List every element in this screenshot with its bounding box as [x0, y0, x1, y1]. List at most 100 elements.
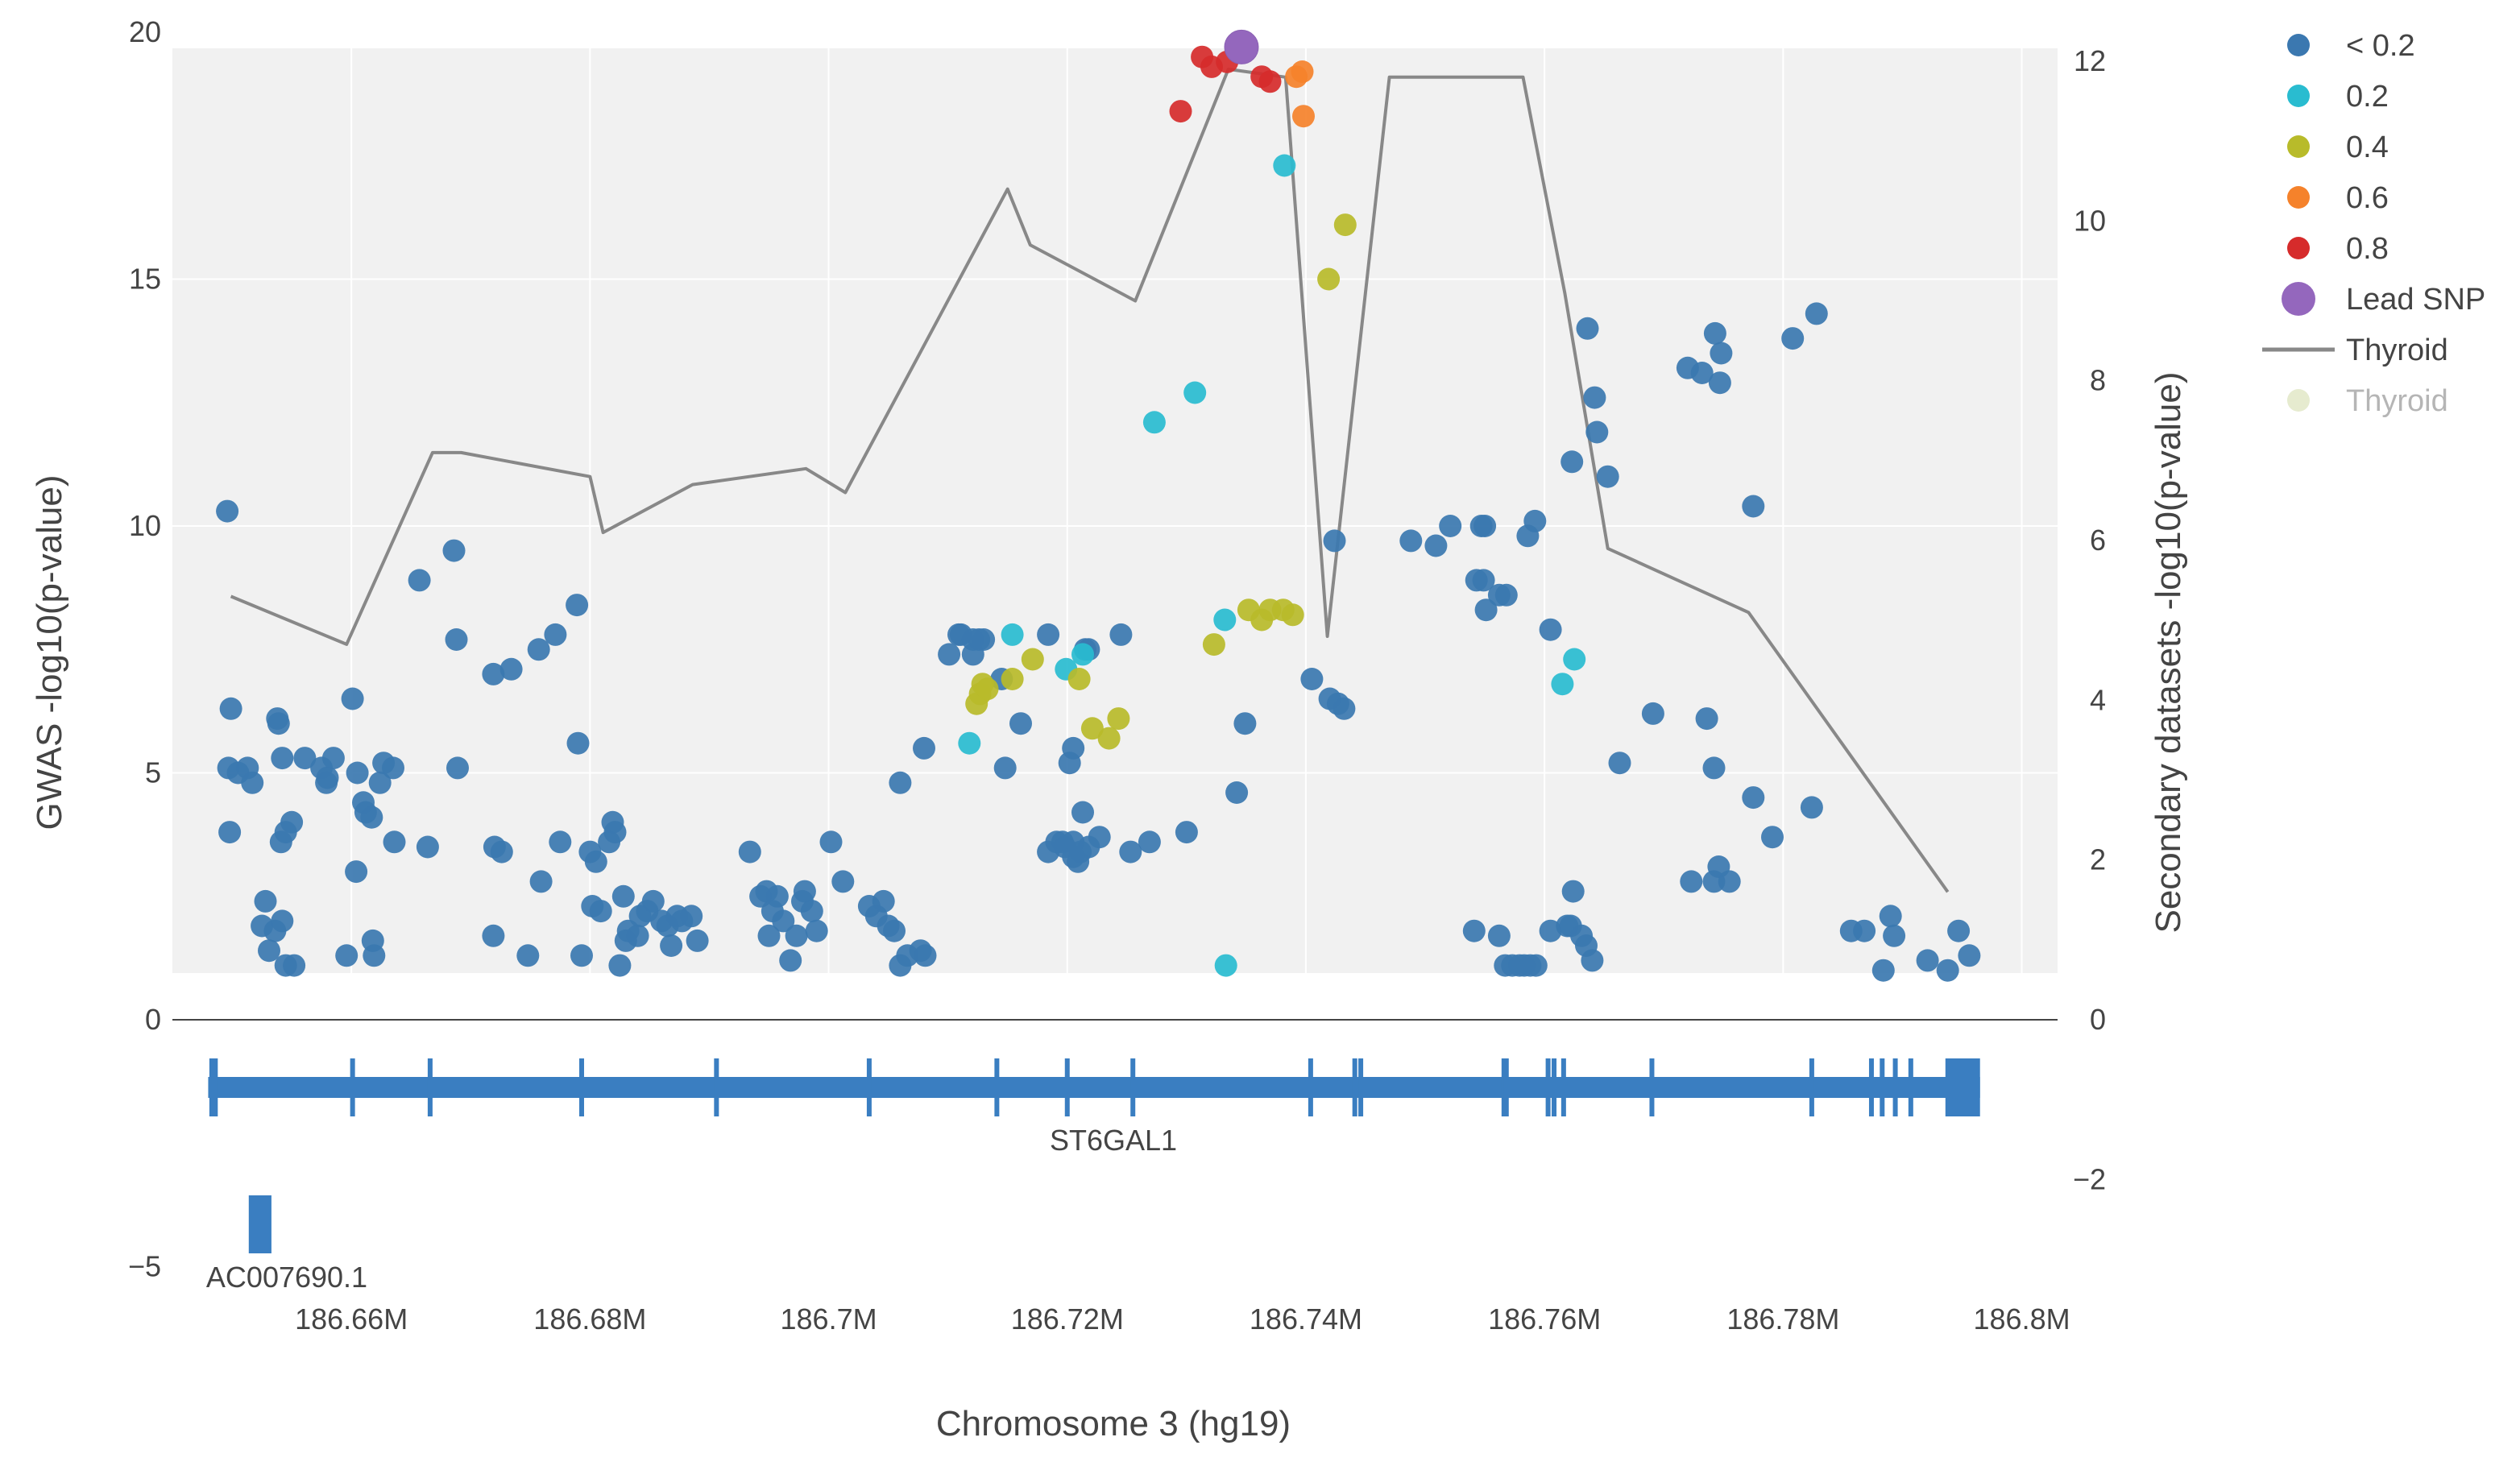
- point-lt-0-2-189: [1680, 870, 1703, 893]
- point-lt-0-2-43: [482, 662, 505, 685]
- exon-st6gal1-15: [1545, 1058, 1551, 1116]
- point-lt-0-2-112: [993, 756, 1017, 780]
- point-lt-0-2-70: [641, 889, 665, 913]
- point-lt-0-2-62: [603, 821, 627, 844]
- point-lt-0-2-104: [938, 643, 961, 666]
- point-lt-0-2-20: [280, 810, 304, 834]
- exon-st6gal1-16: [1552, 1058, 1557, 1116]
- point-0-2-7: [1214, 954, 1237, 977]
- point-0-2-0: [1142, 411, 1166, 434]
- point-lt-0-2-25: [341, 687, 364, 710]
- point-lt-0-2-32: [382, 756, 404, 780]
- point-lt-0-2-199: [1936, 959, 1959, 982]
- point-lt-0-2-182: [1702, 756, 1726, 780]
- point-lt-0-2-200: [1947, 919, 1971, 942]
- point-lt-0-2-177: [1690, 362, 1714, 384]
- point-lt-0-2-40: [445, 628, 468, 651]
- exon-st6gal1-19: [1809, 1058, 1814, 1116]
- y2-tick-label-2: 8: [2090, 364, 2106, 397]
- point-lt-0-2-90: [805, 919, 828, 942]
- point-lt-0-2-59: [589, 900, 612, 923]
- y2-tick-label-5: 2: [2090, 843, 2106, 876]
- point-lt-0-2-26: [346, 761, 369, 785]
- point-lt-0-2-6: [218, 821, 242, 844]
- exon-st6gal1-7: [994, 1058, 1000, 1116]
- axes: 186.66M 186.68M 186.7M 186.72M 186.74M 186.76…: [128, 15, 2106, 1336]
- point-lt-0-2-117: [1071, 801, 1094, 824]
- point-lead-snp-0: [1224, 29, 1259, 64]
- point-lt-0-2-103: [913, 736, 935, 760]
- exon-st6gal1-23: [1908, 1058, 1913, 1116]
- legend-item-7-swatch: [2287, 389, 2310, 412]
- gridlines: [172, 31, 2058, 1321]
- point-lt-0-2-33: [345, 860, 368, 884]
- point-lt-0-2-67: [626, 924, 649, 947]
- legend-item-5-swatch: [2282, 282, 2315, 316]
- point-lt-0-2-169: [1560, 450, 1584, 474]
- gene-label-st6gal1: ST6GAL1: [1050, 1124, 1177, 1157]
- x-tick-label-0: 186.66M: [295, 1302, 408, 1336]
- point-lt-0-2-84: [772, 909, 795, 933]
- exon-st6gal1-17: [1560, 1058, 1566, 1116]
- thyroid-line-series: [230, 67, 1950, 893]
- point-lt-0-2-110: [961, 643, 984, 666]
- point-lt-0-2-184: [1742, 786, 1765, 810]
- legend[interactable]: < 0.2 0.2 0.4 0.6 0.8 Lead SNP Thyroid Thyroid: [2262, 29, 2485, 418]
- gene-body-st6gal1: [208, 1077, 1980, 1098]
- point-lt-0-2-150: [1494, 583, 1518, 607]
- y-tick-label-3: 5: [145, 756, 161, 789]
- legend-item-1-swatch: [2287, 85, 2310, 107]
- legend-item-5-label: Lead SNP: [2346, 283, 2485, 317]
- point-lt-0-2-37: [383, 830, 406, 854]
- legend-item-3-swatch: [2287, 186, 2310, 209]
- point-0-8-0: [1169, 100, 1192, 123]
- point-lt-0-2-187: [1805, 302, 1828, 325]
- point-lt-0-2-73: [660, 934, 683, 957]
- point-lt-0-2-183: [1742, 495, 1765, 518]
- point-lt-0-2-181: [1695, 707, 1718, 731]
- point-lt-0-2-24: [315, 771, 338, 794]
- point-lt-0-2-15: [258, 939, 280, 963]
- point-0-4-8: [1097, 727, 1121, 750]
- legend-item-3-label: 0.6: [2346, 181, 2389, 215]
- exon-st6gal1-4: [578, 1058, 584, 1116]
- point-0-2-3: [1001, 623, 1024, 646]
- point-lt-0-2-82: [757, 924, 781, 947]
- x-axis-title: Chromosome 3 (hg19): [936, 1404, 1291, 1443]
- point-lt-0-2-129: [1088, 826, 1111, 849]
- exon-st6gal1-11: [1352, 1058, 1357, 1116]
- point-lt-0-2-86: [785, 924, 808, 947]
- point-0-6-2: [1292, 105, 1315, 128]
- y-tick-label-2: 10: [129, 509, 161, 542]
- legend-item-4-swatch: [2287, 237, 2310, 259]
- point-0-4-4: [976, 677, 999, 701]
- point-0-4-14: [1281, 603, 1304, 627]
- point-lt-0-2-174: [1608, 752, 1631, 775]
- exon-st6gal1-5: [714, 1058, 719, 1116]
- point-lt-0-2-29: [360, 805, 383, 829]
- point-lt-0-2-133: [1175, 821, 1198, 844]
- point-0-4-0: [1021, 648, 1044, 671]
- point-lt-0-2-196: [1879, 905, 1902, 928]
- point-lt-0-2-171: [1583, 386, 1606, 409]
- point-lt-0-2-41: [446, 756, 469, 780]
- point-0-2-10: [1563, 648, 1586, 671]
- point-lt-0-2-145: [1473, 515, 1497, 537]
- point-lt-0-2-50: [527, 638, 550, 661]
- point-lt-0-2-38: [408, 569, 431, 592]
- point-lt-0-2-11: [254, 889, 277, 913]
- x-tick-label-3: 186.72M: [1011, 1302, 1124, 1336]
- point-lt-0-2-47: [482, 924, 505, 947]
- point-lt-0-2-46: [490, 840, 513, 863]
- point-lt-0-2-136: [1300, 668, 1324, 690]
- point-lt-0-2-113: [1009, 712, 1032, 735]
- exon-st6gal1-18: [1649, 1058, 1655, 1116]
- point-0-8-5: [1258, 70, 1282, 93]
- point-lt-0-2-10: [293, 747, 317, 770]
- point-lt-0-2-185: [1761, 826, 1784, 849]
- point-lt-0-2-175: [1641, 702, 1664, 725]
- point-0-4-15: [1237, 598, 1260, 622]
- point-lt-0-2-127: [1062, 845, 1085, 868]
- exon-st6gal1-9: [1130, 1058, 1136, 1116]
